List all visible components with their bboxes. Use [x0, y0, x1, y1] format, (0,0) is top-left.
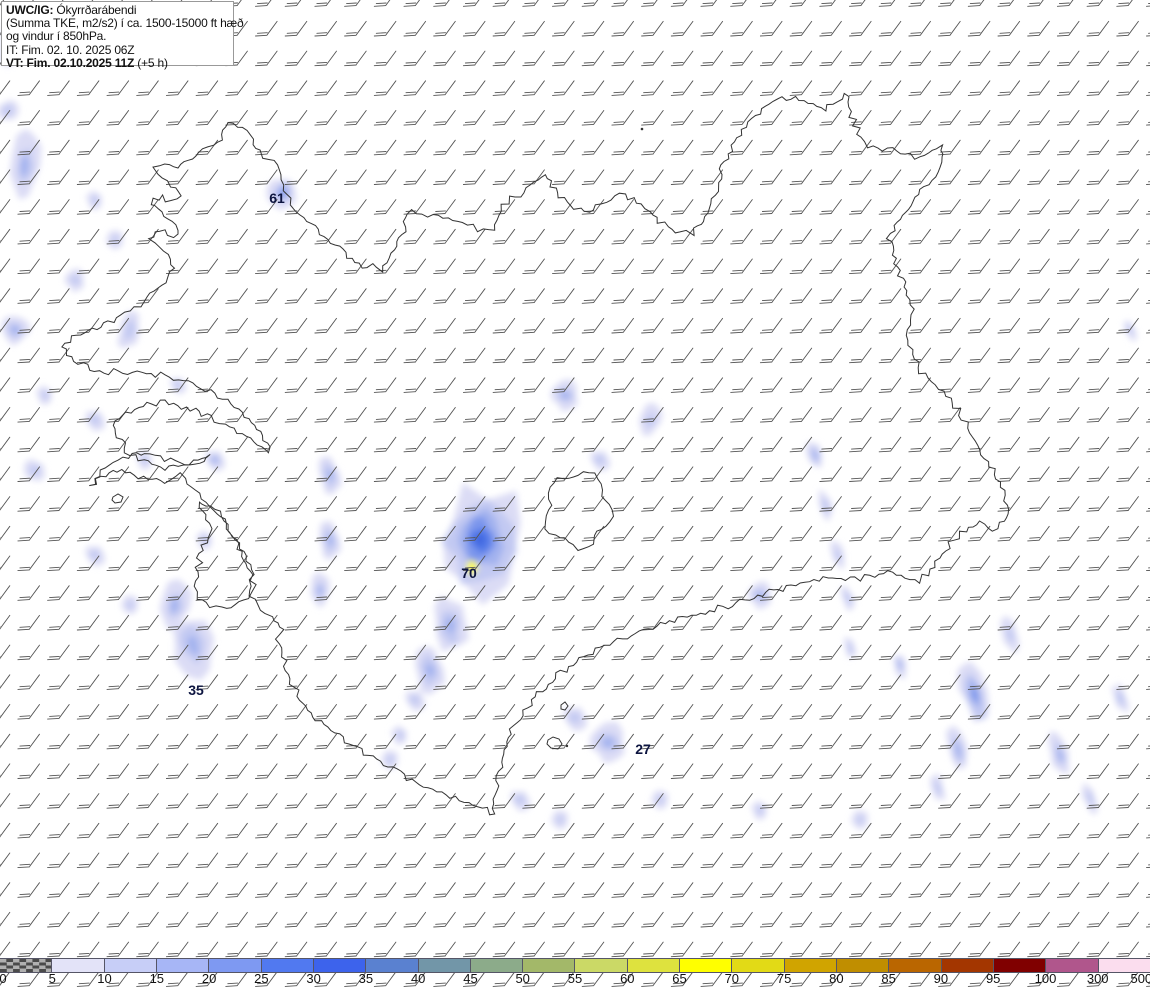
svg-text:27: 27: [635, 741, 651, 757]
svg-text:70: 70: [461, 565, 477, 581]
svg-text:61: 61: [269, 190, 285, 206]
svg-text:35: 35: [188, 682, 204, 698]
